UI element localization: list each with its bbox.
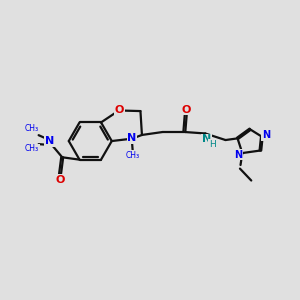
- Text: N: N: [202, 134, 211, 144]
- Text: N: N: [45, 136, 54, 146]
- Text: O: O: [181, 105, 190, 115]
- Text: CH₃: CH₃: [126, 151, 140, 160]
- Text: N: N: [234, 150, 242, 160]
- Text: CH₃: CH₃: [25, 124, 39, 134]
- Text: H: H: [209, 140, 216, 149]
- Text: N: N: [262, 130, 270, 140]
- Text: CH₃: CH₃: [25, 144, 39, 153]
- Text: O: O: [115, 105, 124, 115]
- Text: N: N: [128, 133, 137, 143]
- Text: O: O: [55, 175, 64, 185]
